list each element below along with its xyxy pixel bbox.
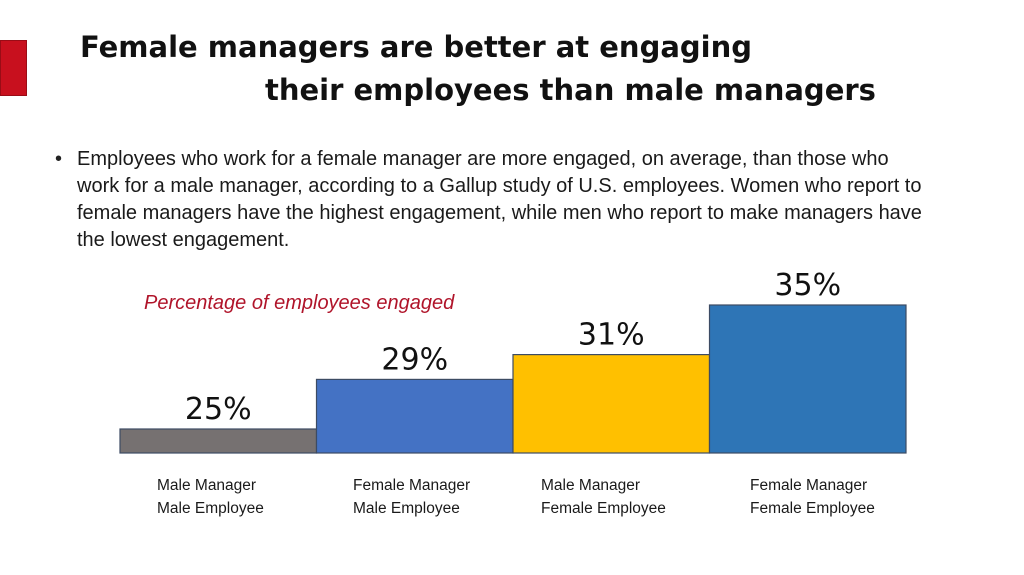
data-label-4: 35% xyxy=(774,268,841,303)
category-label-2-line-2: Male Employee xyxy=(353,500,460,517)
bar-3 xyxy=(512,354,711,454)
slide-title-line-2: their employees than male managers xyxy=(265,73,876,107)
category-label-4-line-1: Female Manager xyxy=(750,477,868,494)
category-label-4-line-2: Female Employee xyxy=(750,500,875,517)
bar-1 xyxy=(119,428,318,454)
bullet-dot-icon: • xyxy=(55,148,63,170)
bar-4 xyxy=(708,304,907,454)
data-label-2: 29% xyxy=(381,342,448,377)
bullet-text: Employees who work for a female manager … xyxy=(77,148,922,251)
bar-2 xyxy=(315,378,514,454)
slide-title-line-1: Female managers are better at engaging xyxy=(80,30,753,64)
category-label-2: Female Manager Male Employee xyxy=(353,474,470,520)
data-label-3: 31% xyxy=(578,318,645,353)
category-label-1-line-1: Male Manager xyxy=(157,477,257,494)
category-label-3: Male Manager Female Employee xyxy=(541,474,666,520)
slide-title: Female managers are better at engaging t… xyxy=(0,26,1024,112)
category-label-3-line-2: Female Employee xyxy=(541,500,666,517)
data-label-1: 25% xyxy=(185,392,252,427)
category-label-3-line-1: Male Manager xyxy=(541,477,641,494)
category-label-4: Female Manager Female Employee xyxy=(750,474,875,520)
category-label-2-line-1: Female Manager xyxy=(353,477,471,494)
chart-title: Percentage of employees engaged xyxy=(144,292,455,314)
category-label-1: Male Manager Male Employee xyxy=(157,474,264,520)
category-label-1-line-2: Male Employee xyxy=(157,500,264,517)
accent-bar xyxy=(0,40,27,96)
